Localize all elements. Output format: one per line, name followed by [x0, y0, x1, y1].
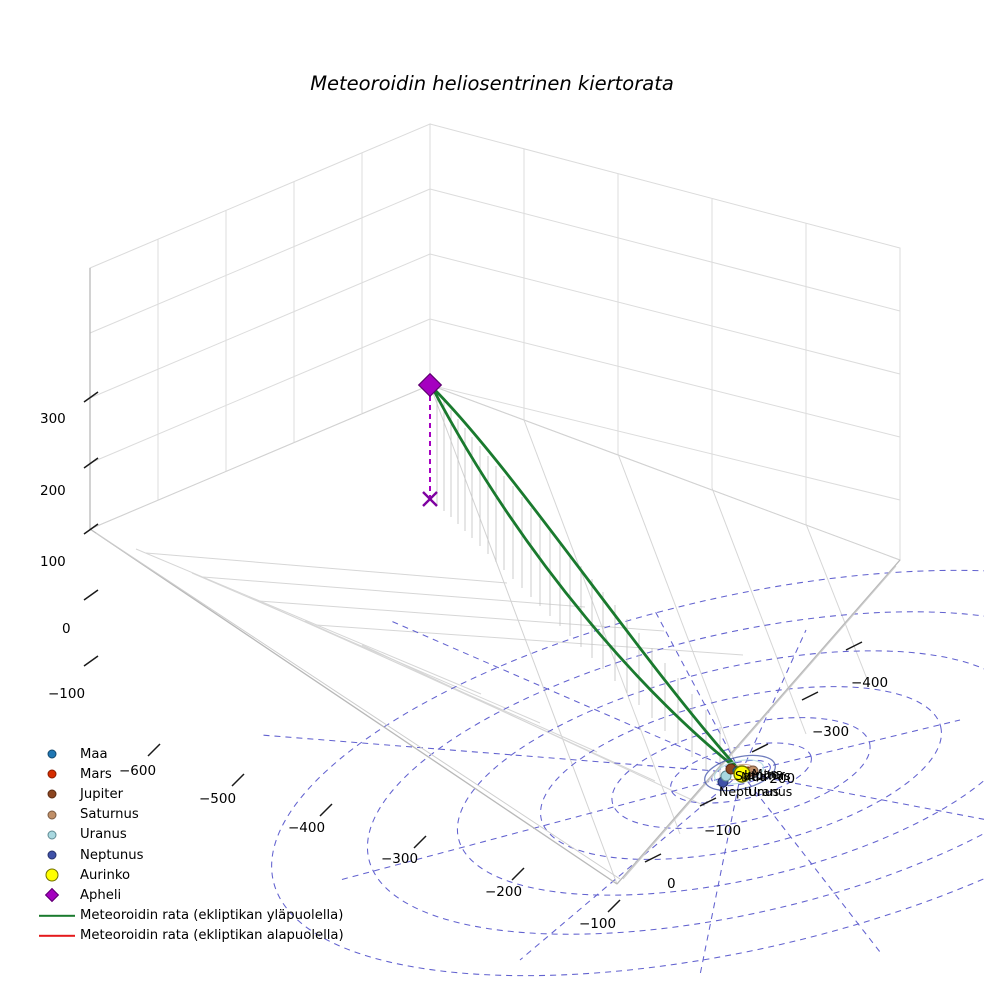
body-markers [717, 763, 759, 788]
legend-marker-key [38, 865, 80, 885]
y-axis-tick-label: 0 [667, 876, 676, 892]
legend-line-swatch [39, 914, 75, 917]
y-axis-tick-label: −200 [758, 771, 796, 787]
legend-item[interactable]: Maa [38, 744, 338, 764]
aphelion-projection-marker [422, 491, 438, 507]
legend-item-label: Aurinko [80, 867, 131, 883]
legend-item-label: Apheli [80, 887, 122, 903]
x-axis-tick-label: −600 [119, 763, 157, 779]
body-label-maa: Maa [741, 769, 768, 784]
legend-marker-key [38, 784, 80, 804]
legend-item[interactable]: Mars [38, 764, 338, 784]
circle-marker-icon [45, 868, 59, 882]
marker-aurinko [733, 765, 751, 783]
legend-item-label: Uranus [80, 827, 127, 843]
legend: Maa Mars Jupiter Saturnus Uranus Neptunus Auri… [38, 744, 344, 946]
body-label-uranus: Uranus [748, 784, 793, 799]
x-axis-ticks [147, 743, 621, 913]
body-label-jupiter: Jupiter [744, 767, 785, 782]
circle-marker-icon [47, 749, 57, 759]
x-axis-tick-label: −100 [579, 916, 617, 932]
legend-marker-key [38, 744, 80, 764]
legend-item-label: Maa [80, 746, 108, 762]
orbit-droplines [436, 392, 721, 783]
pane-grid-left [89, 123, 431, 530]
z-axis-ticks [83, 391, 99, 667]
circle-marker-icon [47, 810, 57, 820]
legend-item[interactable]: Jupiter [38, 784, 338, 804]
circle-marker-icon [47, 850, 57, 860]
x-axis-tick-label: −300 [381, 851, 419, 867]
legend-marker-key [38, 845, 80, 865]
legend-item-label: Neptunus [80, 847, 144, 863]
body-label-saturnus: Saturnus [735, 768, 791, 783]
pane-grid-right [429, 123, 901, 561]
legend-item[interactable]: Aurinko [38, 865, 338, 885]
circle-marker-icon [47, 830, 57, 840]
diamond-icon [44, 888, 60, 903]
x-axis-tick-label: −200 [485, 884, 523, 900]
y-axis-tick-label: −300 [812, 724, 850, 740]
circle-marker-icon [47, 789, 57, 799]
legend-line-swatch [39, 934, 75, 937]
axis-spines [89, 268, 901, 885]
legend-item[interactable]: Meteoroidin rata (ekliptikan yläpuolella… [38, 906, 343, 926]
legend-marker-key [38, 885, 80, 905]
legend-item-label: Meteoroidin rata (ekliptikan alapuolella… [80, 928, 344, 944]
ecliptic-polar-grid [260, 569, 984, 977]
legend-line-key [38, 906, 80, 926]
legend-marker-key [38, 764, 80, 784]
legend-item[interactable]: Apheli [38, 885, 338, 905]
orbit-above-ecliptic [430, 385, 743, 774]
x-axis-tick-label: −400 [288, 820, 326, 836]
legend-item-label: Mars [80, 766, 112, 782]
legend-item[interactable]: Neptunus [38, 845, 338, 865]
aphelion-marker [417, 372, 443, 398]
legend-item[interactable]: Saturnus [38, 805, 338, 825]
legend-item-label: Meteoroidin rata (ekliptikan yläpuolella… [80, 908, 344, 924]
x-axis-tick-label: −500 [199, 791, 237, 807]
legend-line-key [38, 926, 80, 946]
y-axis-ticks [644, 641, 863, 863]
legend-marker-key [38, 805, 80, 825]
z-axis-tick-label: 100 [40, 554, 66, 570]
circle-marker-icon [47, 769, 57, 779]
pane-grid-floor-secondary [135, 548, 706, 807]
legend-item-label: Jupiter [80, 786, 123, 802]
z-axis-tick-label: 200 [40, 483, 66, 499]
body-label-mars: Mars [752, 766, 783, 781]
z-axis-tick-label: −100 [48, 686, 86, 702]
legend-item[interactable]: Meteoroidin rata (ekliptikan alapuolella… [38, 926, 344, 946]
legend-marker-key [38, 825, 80, 845]
legend-item[interactable]: Uranus [38, 825, 338, 845]
page-title: Meteoroidin heliosentrinen kiertorata [310, 72, 674, 95]
body-label-neptunus: Neptunus [719, 784, 780, 799]
y-axis-tick-label: −400 [851, 675, 889, 691]
z-axis-tick-label: 0 [62, 621, 71, 637]
legend-item-label: Saturnus [80, 807, 139, 823]
z-axis-tick-label: 300 [40, 411, 66, 427]
y-axis-tick-label: −100 [704, 823, 742, 839]
